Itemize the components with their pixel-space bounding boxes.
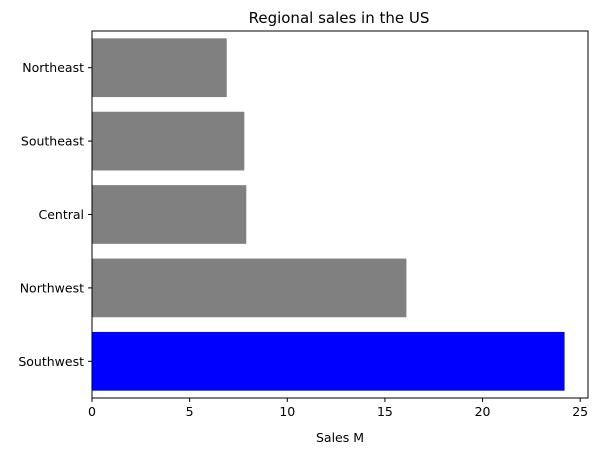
x-tick-label: 15 <box>377 404 393 419</box>
bar-northwest <box>92 258 407 318</box>
y-tick-label-northeast: Northeast <box>22 60 84 75</box>
x-axis-label: Sales M <box>316 430 364 445</box>
x-axis-ticks: 0 5 10 15 20 25 <box>88 398 588 419</box>
bar-southwest <box>92 331 565 391</box>
chart-title: Regional sales in the US <box>249 9 430 27</box>
y-tick-label-southeast: Southeast <box>21 134 84 149</box>
y-tick-label-northwest: Northwest <box>20 280 84 295</box>
bar-southeast <box>92 111 245 171</box>
y-axis-ticks: Southwest Northwest Central Southeast Northe… <box>18 60 92 369</box>
bars-group <box>92 38 565 391</box>
x-tick-label: 5 <box>186 404 194 419</box>
bar-central <box>92 185 247 244</box>
x-tick-label: 25 <box>572 404 588 419</box>
y-tick-label-central: Central <box>38 207 84 222</box>
x-tick-label: 0 <box>88 404 96 419</box>
x-tick-label: 20 <box>475 404 491 419</box>
x-tick-label: 10 <box>279 404 295 419</box>
bar-northeast <box>92 38 227 98</box>
y-tick-label-southwest: Southwest <box>18 354 84 369</box>
